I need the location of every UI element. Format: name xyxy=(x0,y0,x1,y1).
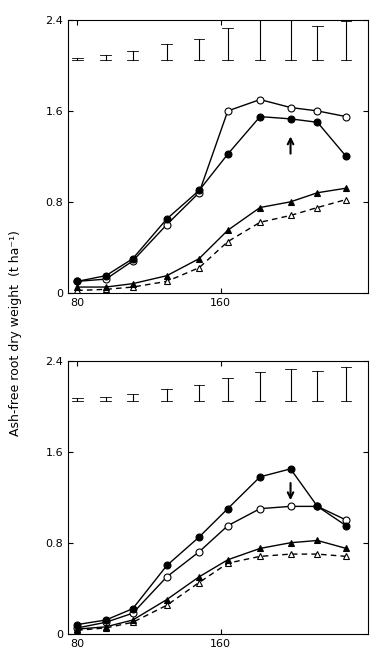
Text: Ash-free root dry weight  (t ha⁻¹): Ash-free root dry weight (t ha⁻¹) xyxy=(9,231,22,436)
